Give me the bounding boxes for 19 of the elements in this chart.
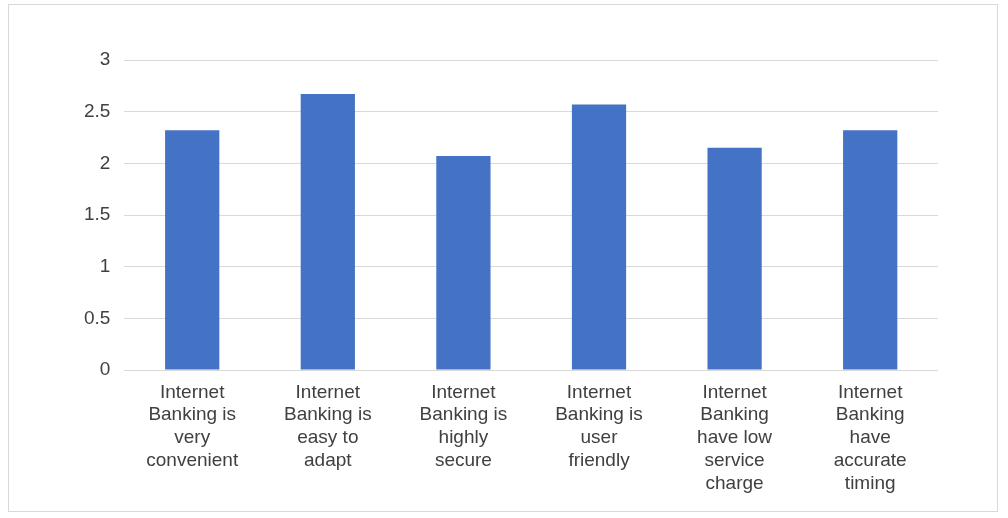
x-tick-label: Internet Banking have low service charge bbox=[697, 380, 773, 493]
x-tick-label: Internet Banking is highly secure bbox=[419, 380, 508, 471]
x-tick-label: Internet Banking is easy to adapt bbox=[283, 380, 372, 471]
y-tick-label: 0 bbox=[99, 358, 111, 380]
bar bbox=[843, 130, 898, 370]
bar bbox=[571, 104, 627, 370]
bar bbox=[436, 156, 491, 370]
y-tick-label: 2.5 bbox=[83, 99, 111, 121]
x-tick-label: Internet Banking is user friendly bbox=[555, 380, 643, 471]
y-tick-label: 3 bbox=[99, 48, 111, 70]
bar bbox=[707, 147, 762, 370]
y-tick-label: 1 bbox=[99, 254, 111, 276]
bar bbox=[165, 130, 220, 370]
y-tick-label: 0.5 bbox=[83, 306, 111, 328]
y-tick-label: 2 bbox=[99, 151, 111, 173]
x-tick-label: Internet Banking is very convenient bbox=[146, 380, 239, 471]
x-tick-label: Internet Banking have accurate timing bbox=[833, 380, 907, 493]
bar bbox=[300, 94, 355, 370]
y-tick-label: 1.5 bbox=[83, 203, 111, 225]
